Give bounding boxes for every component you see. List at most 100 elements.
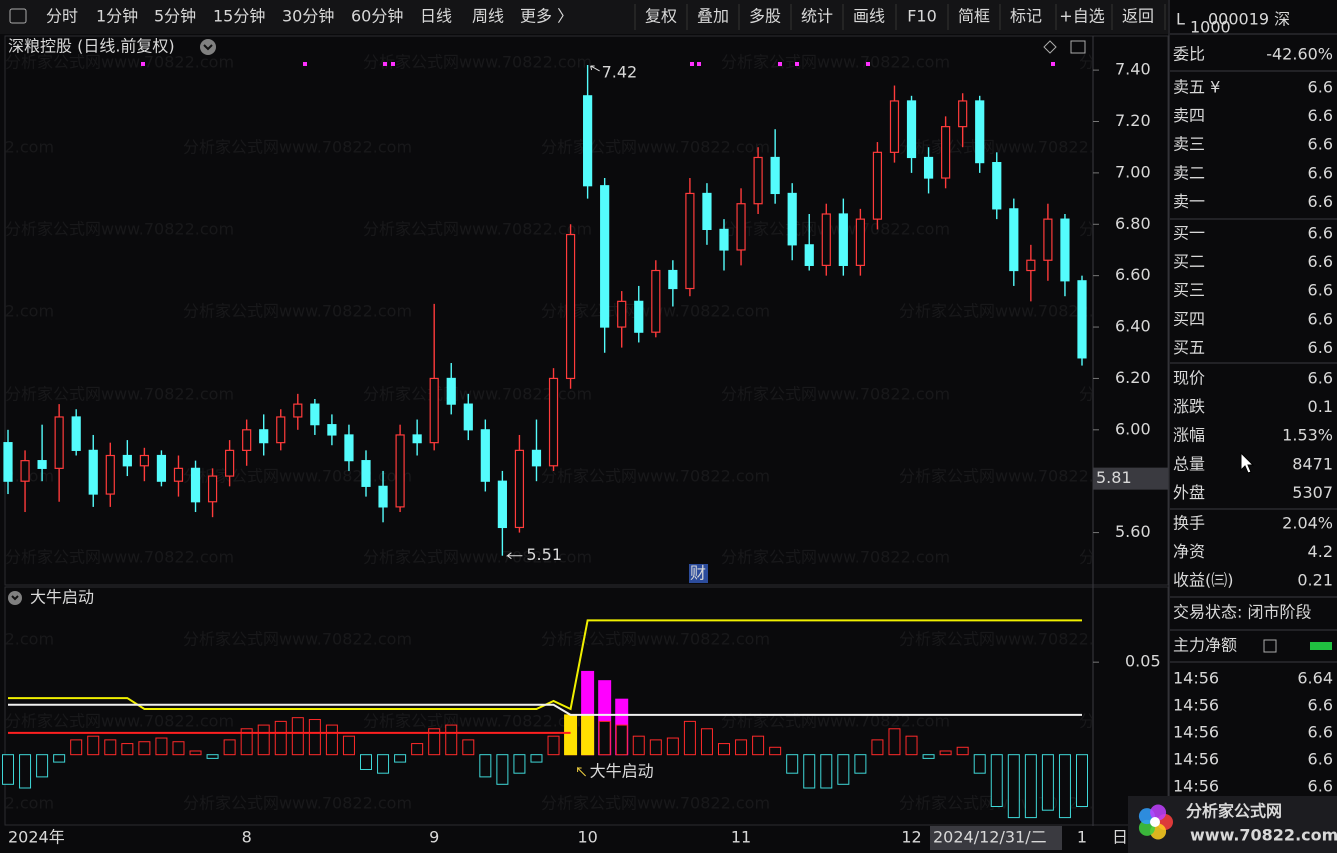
indicator-bar xyxy=(206,754,219,759)
watermark: 分析家公式网www.70822.com xyxy=(1079,220,1308,239)
panel-icon[interactable] xyxy=(1070,40,1086,54)
candle-body xyxy=(1009,208,1019,272)
y-tick-label: 6.20 xyxy=(1115,368,1151,387)
mouse-pointer xyxy=(1240,451,1255,474)
quote-label: 净资 xyxy=(1173,542,1205,561)
candle-body xyxy=(548,377,559,467)
tool-button[interactable]: 多股 xyxy=(749,7,781,26)
quote-label: 买一 xyxy=(1173,224,1205,243)
quote-value: 6.6 xyxy=(1308,369,1333,388)
indicator-bar xyxy=(104,739,117,756)
candle-body xyxy=(361,460,371,487)
quote-label: 总量 xyxy=(1173,454,1205,473)
tool-button[interactable]: 简框 xyxy=(958,7,990,26)
candle-body xyxy=(310,403,320,426)
indicator-bar xyxy=(496,754,509,785)
candle-body xyxy=(770,156,780,195)
watermark: 分析家公式网www.70822.com xyxy=(1079,712,1308,731)
indicator-bar xyxy=(428,728,441,756)
period-tab[interactable]: 日线 xyxy=(420,7,452,26)
watermark: 分析家公式网www.70822.com xyxy=(5,385,234,404)
tool-button[interactable]: +自选 xyxy=(1059,7,1104,26)
tool-button[interactable]: F10 xyxy=(907,7,937,26)
tool-button[interactable]: 统计 xyxy=(801,7,833,26)
tool-button[interactable]: 画线 xyxy=(853,7,885,26)
indicator-bar xyxy=(530,754,543,763)
period-tab[interactable]: 更多 〉 xyxy=(520,7,573,26)
logo-url: www.70822.com xyxy=(1190,826,1337,845)
indicator-bar xyxy=(990,754,1003,807)
indicator-bar xyxy=(547,735,560,756)
indicator-bar xyxy=(939,750,952,756)
title-menu-arrow xyxy=(203,44,213,51)
candle-body xyxy=(958,100,968,128)
indicator-bar xyxy=(1058,754,1071,819)
title-menu[interactable] xyxy=(200,39,216,55)
watermark: 分析家公式网www.70822.com xyxy=(541,794,770,813)
candle-body xyxy=(54,416,64,469)
tick-time: 14:56 xyxy=(1173,669,1219,688)
y-tick-label: 6.00 xyxy=(1115,419,1151,438)
candle-body xyxy=(395,434,405,508)
period-tab[interactable]: 15分钟 xyxy=(213,7,265,26)
toolbar-icon[interactable] xyxy=(9,8,27,24)
tool-button[interactable]: 复权 xyxy=(645,7,677,26)
quote-value: 6.6 xyxy=(1308,78,1333,97)
quote-value: 6.6 xyxy=(1308,252,1333,271)
period-tab[interactable]: 30分钟 xyxy=(282,7,334,26)
indicator-bar xyxy=(615,724,628,756)
watermark: 分析家公式网www.70822.com xyxy=(363,385,592,404)
main-force-icon xyxy=(1263,639,1277,653)
tick-time: 14:56 xyxy=(1173,723,1219,742)
indicator-title: 大牛启动 xyxy=(30,588,94,607)
tool-button[interactable]: 返回 xyxy=(1122,7,1154,26)
indicator-bar xyxy=(155,737,168,756)
indicator-line xyxy=(8,703,1082,716)
quote-value: 6.6 xyxy=(1308,135,1333,154)
cursor-price-box xyxy=(1093,467,1168,490)
indicator-bar xyxy=(291,717,304,756)
candle-body xyxy=(480,429,490,482)
tool-button[interactable]: 标记 xyxy=(1010,7,1042,26)
watermark: 分析家公式网www.70822.com xyxy=(5,220,234,239)
candle-body xyxy=(514,449,525,529)
candle-body xyxy=(565,233,576,380)
candle-body xyxy=(412,434,422,444)
tick-time: 14:56 xyxy=(1173,777,1219,796)
candle-body xyxy=(3,442,13,482)
candle-body xyxy=(583,95,593,187)
quote-value: 6.6 xyxy=(1308,281,1333,300)
period-tab[interactable]: 60分钟 xyxy=(351,7,403,26)
period-tab[interactable]: 1分钟 xyxy=(96,7,138,26)
low-label: 5.51 xyxy=(526,545,562,564)
indicator-bar xyxy=(411,743,424,756)
logo-petal xyxy=(1150,804,1167,821)
quote-label: 外盘 xyxy=(1173,483,1205,502)
tool-button[interactable]: 叠加 xyxy=(697,7,729,26)
main-force: 主力净额 xyxy=(1173,636,1237,655)
tick-price: 6.6 xyxy=(1308,750,1333,769)
start-bar xyxy=(581,714,595,756)
indicator-bar xyxy=(718,743,730,756)
period-tab[interactable]: 分时 xyxy=(46,7,78,26)
period-tab[interactable]: 5分钟 xyxy=(154,7,196,26)
diamond-icon[interactable] xyxy=(1043,40,1057,54)
candle-body xyxy=(941,126,951,179)
quote-value: 6.6 xyxy=(1308,338,1333,357)
tick-price: 6.6 xyxy=(1308,696,1333,715)
watermark: 分析家公式网www.70822.com xyxy=(183,138,412,157)
period-button[interactable]: 日 xyxy=(1112,828,1128,847)
indicator-bar xyxy=(513,754,526,774)
quote-label: 涨跌 xyxy=(1173,397,1205,416)
indicator-bar xyxy=(666,737,679,756)
flag: L xyxy=(1176,10,1185,29)
period-tab[interactable]: 周线 xyxy=(472,7,504,26)
watermark: 分析家公式网www.70822.com xyxy=(899,630,1128,649)
flag-sub: 1000 xyxy=(1190,18,1231,37)
candle-body xyxy=(668,269,678,290)
indicator-bar xyxy=(274,720,287,756)
watermark: 分析家公式网www.70822.com xyxy=(721,53,950,72)
indicator-bar xyxy=(87,735,100,756)
